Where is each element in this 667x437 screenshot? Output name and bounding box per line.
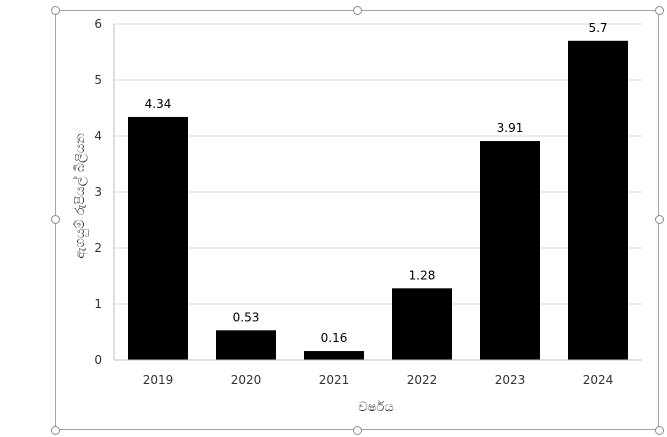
resize-handle-bottom-left[interactable] — [51, 426, 60, 435]
bar-2019 — [128, 116, 188, 361]
data-label: 0.16 — [321, 331, 348, 345]
data-label: 4.34 — [145, 97, 172, 111]
data-label: 1.28 — [409, 268, 436, 282]
y-tick-label: 0 — [94, 353, 102, 367]
bar-2022 — [392, 288, 452, 360]
data-label: 3.91 — [497, 121, 524, 135]
data-label: 5.7 — [588, 21, 607, 35]
y-tick-label: 3 — [94, 185, 102, 199]
resize-handle-middle-right[interactable] — [655, 215, 664, 224]
y-tick-label: 6 — [94, 17, 102, 31]
resize-handle-middle-left[interactable] — [51, 215, 60, 224]
resize-handle-bottom-right[interactable] — [655, 426, 664, 435]
gridlines — [113, 23, 642, 360]
bar-2024 — [568, 40, 628, 361]
bar-2023 — [480, 141, 540, 360]
data-label: 0.53 — [233, 310, 260, 324]
y-tick-label: 5 — [94, 73, 102, 87]
resize-handle-top-left[interactable] — [51, 6, 60, 15]
x-tick-label: 2019 — [143, 373, 174, 387]
x-tick-label: 2020 — [231, 373, 262, 387]
x-axis-ticks: 2019 2020 2021 2022 2023 2024 — [143, 373, 614, 387]
resize-handle-top-middle[interactable] — [353, 6, 362, 15]
bar-2020 — [216, 330, 276, 360]
resize-handle-bottom-middle[interactable] — [353, 426, 362, 435]
y-tick-label: 4 — [94, 129, 102, 143]
y-axis-ticks: 0 1 2 3 4 5 6 — [94, 17, 102, 367]
x-tick-label: 2024 — [583, 373, 614, 387]
bar-2021 — [304, 351, 364, 360]
x-axis-title: වර්ෂය — [358, 399, 393, 415]
x-tick-label: 2022 — [407, 373, 438, 387]
y-tick-label: 2 — [94, 241, 102, 255]
resize-handle-top-right[interactable] — [655, 6, 664, 15]
x-tick-label: 2021 — [319, 373, 350, 387]
x-tick-label: 2023 — [495, 373, 526, 387]
y-axis-title: ඇගයුම් රුපියල් බිලියන — [72, 133, 88, 259]
bars: 4.34 0.53 0.16 1.28 3.91 5.7 — [128, 21, 628, 361]
y-tick-label: 1 — [94, 297, 102, 311]
